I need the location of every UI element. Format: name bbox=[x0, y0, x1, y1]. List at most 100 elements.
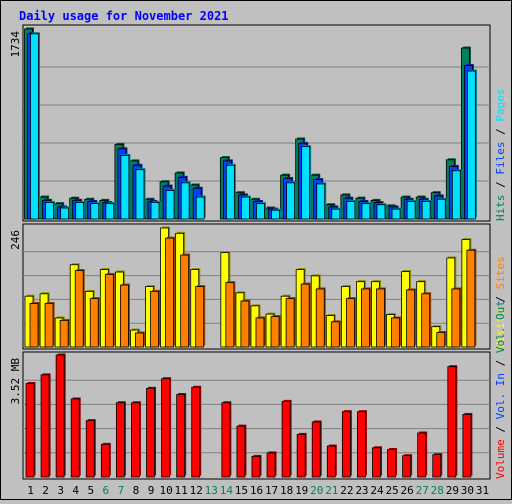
legend-part: Visits bbox=[494, 309, 507, 349]
bar-face bbox=[447, 366, 457, 478]
bar-face bbox=[421, 293, 431, 348]
bar-face bbox=[376, 204, 386, 220]
bar-face bbox=[240, 300, 250, 348]
bar-face bbox=[29, 303, 39, 348]
bar-pages-day-3 bbox=[60, 206, 71, 220]
x-label-day-22: 22 bbox=[340, 484, 353, 497]
bar-face bbox=[296, 433, 306, 478]
x-label-day-5: 5 bbox=[87, 484, 94, 497]
bar-face bbox=[421, 201, 431, 220]
bar-sites-day-22 bbox=[345, 297, 356, 348]
bar-face bbox=[105, 203, 115, 220]
x-label-day-1: 1 bbox=[27, 484, 34, 497]
y-max-label-visits: 246 bbox=[9, 230, 22, 250]
legend-part: / bbox=[494, 353, 507, 373]
bar-face bbox=[281, 400, 291, 478]
bar-sites-day-4 bbox=[74, 269, 85, 348]
bar-pages-day-29 bbox=[451, 169, 462, 220]
x-label-day-4: 4 bbox=[72, 484, 79, 497]
bar-face bbox=[131, 402, 140, 478]
bar-sites-day-16 bbox=[255, 316, 266, 348]
bar-face bbox=[271, 209, 280, 220]
bar-face bbox=[315, 288, 325, 348]
bar-face bbox=[45, 202, 54, 220]
bar-volume-day-19 bbox=[296, 432, 307, 478]
bar-pages-day-25 bbox=[391, 207, 402, 220]
x-label-day-16: 16 bbox=[250, 484, 263, 497]
bar-face bbox=[266, 452, 276, 478]
x-label-day-6: 6 bbox=[103, 484, 110, 497]
bar-volume-day-15 bbox=[236, 424, 247, 478]
bar-face bbox=[406, 289, 416, 348]
bar-face bbox=[372, 447, 381, 478]
bar-volume-day-1 bbox=[25, 382, 36, 478]
panel-frame-hits bbox=[22, 24, 491, 222]
x-label-day-17: 17 bbox=[265, 484, 278, 497]
bar-pages-day-14 bbox=[225, 163, 236, 220]
bar-face bbox=[55, 354, 65, 478]
bar-face bbox=[70, 398, 80, 478]
bar-face bbox=[44, 303, 54, 348]
legend-part: Vol. Out bbox=[494, 300, 507, 353]
bar-sites-day-19 bbox=[300, 282, 311, 348]
bar-face bbox=[89, 298, 99, 348]
bar-volume-day-2 bbox=[40, 373, 51, 478]
bar-volume-day-16 bbox=[251, 454, 262, 478]
x-label-day-10: 10 bbox=[159, 484, 172, 497]
bar-volume-day-9 bbox=[146, 386, 157, 478]
bar-volume-day-29 bbox=[447, 365, 458, 478]
bar-face bbox=[451, 170, 461, 220]
bar-pages-day-24 bbox=[376, 203, 387, 220]
bar-face bbox=[90, 203, 100, 220]
bar-face bbox=[391, 317, 400, 348]
bar-face bbox=[225, 164, 235, 220]
bar-face bbox=[361, 288, 370, 348]
bar-face bbox=[85, 420, 95, 478]
bar-sites-day-8 bbox=[135, 331, 145, 348]
x-label-day-14: 14 bbox=[220, 484, 234, 497]
bar-sites-day-25 bbox=[391, 316, 402, 348]
series-legend-volume: Volume / Vol. In / Vol. Out bbox=[494, 300, 507, 479]
legend-part: Vol. In bbox=[494, 373, 507, 419]
x-label-day-27: 27 bbox=[416, 484, 429, 497]
bar-volume-day-26 bbox=[402, 454, 413, 478]
bar-pages-day-2 bbox=[45, 201, 56, 220]
bar-face bbox=[135, 332, 144, 348]
bar-face bbox=[326, 445, 336, 478]
bar-volume-day-18 bbox=[281, 399, 292, 478]
bar-face bbox=[40, 374, 50, 478]
bar-sites-day-3 bbox=[59, 318, 70, 348]
legend-part: Files bbox=[494, 142, 507, 175]
x-label-day-7: 7 bbox=[118, 484, 125, 497]
chart-title: Daily usage for November 2021 bbox=[19, 9, 229, 23]
bar-face bbox=[135, 169, 145, 220]
bar-sites-day-23 bbox=[361, 287, 371, 348]
bar-sites-day-12 bbox=[195, 285, 206, 348]
bar-volume-day-7 bbox=[115, 401, 126, 478]
bar-face bbox=[195, 286, 205, 348]
bar-face bbox=[376, 288, 385, 348]
bar-face bbox=[241, 196, 250, 220]
x-label-day-29: 29 bbox=[446, 484, 459, 497]
bar-pages-day-17 bbox=[271, 208, 282, 220]
bar-face bbox=[357, 411, 366, 478]
x-label-day-9: 9 bbox=[148, 484, 155, 497]
bar-face bbox=[236, 425, 246, 478]
bar-pages-day-21 bbox=[331, 207, 342, 220]
bar-face bbox=[120, 155, 130, 220]
bar-face bbox=[432, 454, 442, 478]
x-label-day-30: 30 bbox=[461, 484, 474, 497]
x-label-day-21: 21 bbox=[325, 484, 338, 497]
bar-volume-day-25 bbox=[387, 448, 398, 478]
bar-pages-day-1 bbox=[30, 32, 40, 220]
bar-pages-day-16 bbox=[256, 202, 266, 220]
bar-face bbox=[436, 198, 446, 220]
bar-sites-day-21 bbox=[330, 320, 341, 348]
bar-sites-day-27 bbox=[421, 292, 432, 348]
x-label-day-13: 13 bbox=[205, 484, 218, 497]
bar-volume-day-28 bbox=[432, 453, 443, 478]
bar-volume-day-11 bbox=[176, 393, 187, 478]
bar-pages-day-27 bbox=[421, 199, 432, 220]
bar-pages-day-18 bbox=[286, 181, 297, 220]
bar-face bbox=[391, 208, 401, 220]
